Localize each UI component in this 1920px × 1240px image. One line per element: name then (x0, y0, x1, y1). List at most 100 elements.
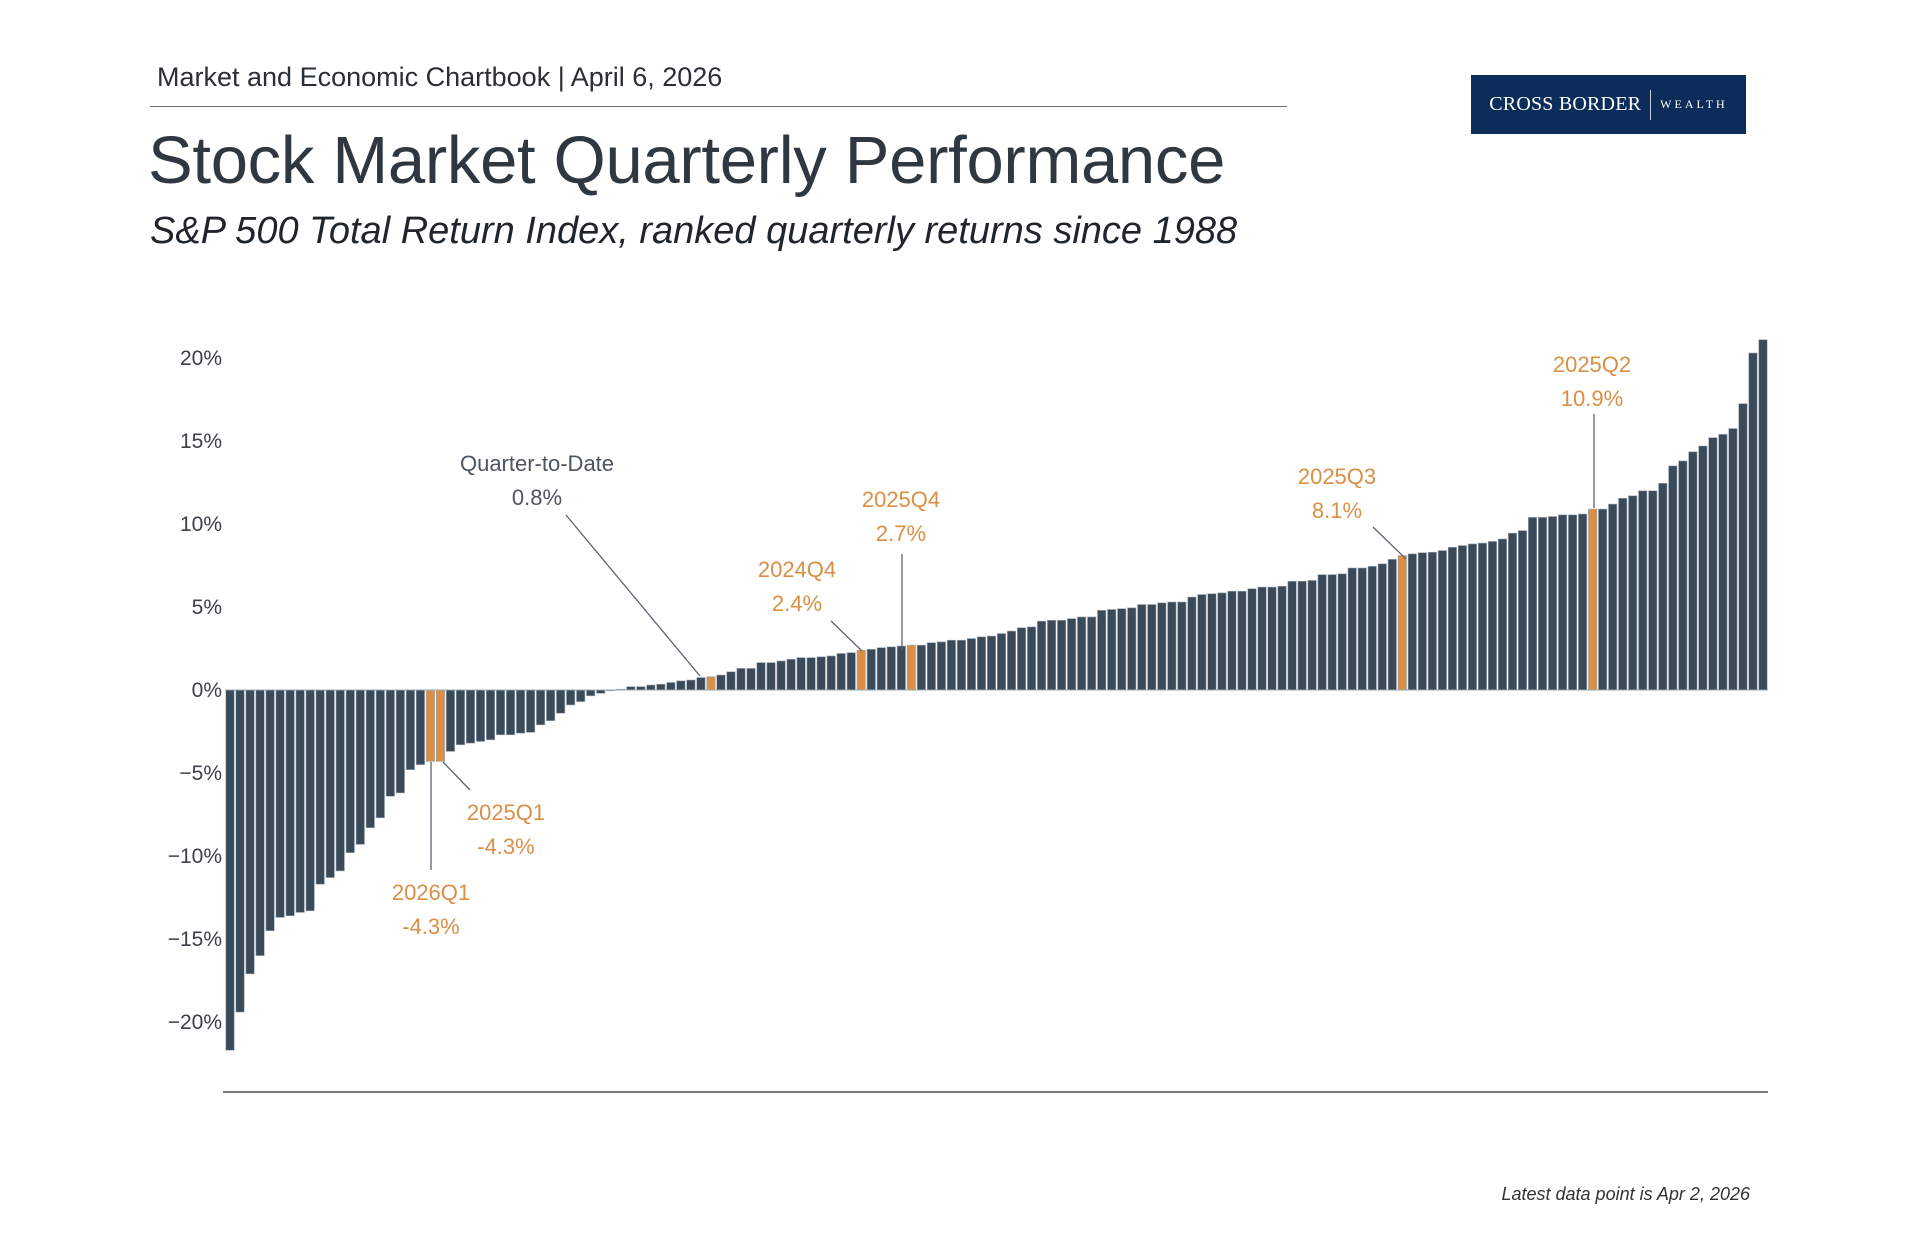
bar (696, 677, 706, 691)
bar (776, 660, 786, 691)
bar (1287, 580, 1297, 691)
bar (1477, 542, 1487, 691)
bar (496, 689, 506, 736)
annotation-period: 2025Q2 (1553, 352, 1631, 377)
logo-suffix: WEALTH (1660, 97, 1728, 111)
bar (576, 689, 586, 702)
bar (846, 652, 856, 691)
bar (465, 689, 475, 744)
bar (1548, 516, 1558, 691)
bar (566, 689, 576, 706)
highlighted-bar (1588, 508, 1598, 691)
bar (1568, 514, 1578, 691)
bar (1417, 552, 1427, 691)
bar (1127, 607, 1137, 691)
bar (726, 671, 736, 691)
bar (1728, 428, 1738, 691)
bar (1247, 588, 1257, 691)
bar (1678, 460, 1688, 691)
bar (325, 689, 335, 878)
bar (1237, 590, 1247, 691)
y-tick-label: −15% (168, 928, 222, 951)
bar (876, 647, 886, 691)
bar (385, 689, 395, 797)
bar (245, 689, 255, 975)
bar (1367, 566, 1377, 691)
annotation-2024q4: 2024Q4 2.4% (758, 557, 863, 652)
bar (1407, 553, 1417, 691)
bar (1698, 445, 1708, 691)
bar (1638, 490, 1648, 691)
bar (1187, 596, 1197, 691)
bar (375, 689, 385, 819)
bar (1598, 508, 1608, 691)
y-tick-label: 20% (180, 347, 222, 370)
bar (1347, 567, 1357, 691)
bar (1157, 602, 1167, 691)
bar (676, 680, 686, 691)
bar (1027, 626, 1037, 691)
bar (1457, 545, 1467, 691)
logo-divider (1650, 89, 1652, 120)
y-tick-label: 15% (180, 430, 222, 453)
bars-group (225, 339, 1768, 1051)
annotation-value: 2.4% (772, 591, 822, 616)
bar (415, 689, 425, 765)
bar (1117, 608, 1127, 691)
annotation-period: 2025Q4 (862, 487, 940, 512)
bar (1037, 620, 1047, 691)
bar (956, 639, 966, 691)
bar (285, 689, 295, 917)
bar (936, 641, 946, 691)
y-tick-label: −5% (179, 762, 222, 785)
annotation-period: 2025Q1 (467, 800, 545, 825)
bar (766, 662, 776, 691)
bar (1618, 497, 1628, 691)
bar (656, 683, 666, 691)
bar (506, 689, 516, 736)
bar (445, 689, 455, 752)
bar (1267, 586, 1277, 691)
bar (1057, 619, 1067, 691)
bar (666, 682, 676, 691)
bar (1427, 551, 1437, 691)
bar (235, 689, 245, 1013)
annotation-2025q1: 2025Q1 -4.3% (442, 761, 545, 859)
bar (976, 636, 986, 691)
bar (225, 689, 235, 1051)
bar (1087, 616, 1097, 691)
bar (546, 689, 556, 722)
bar (1377, 563, 1387, 691)
bar (1628, 495, 1638, 691)
bar (1047, 619, 1057, 691)
annotation-2026q1: 2026Q1 -4.3% (392, 762, 470, 939)
bar (1177, 601, 1187, 691)
bar (716, 674, 726, 691)
bar (1167, 601, 1177, 691)
bar (365, 689, 375, 829)
highlighted-bar (425, 689, 435, 762)
annotation-value: 10.9% (1561, 386, 1623, 411)
bar (1518, 530, 1528, 691)
bar (455, 689, 465, 746)
bar (1467, 543, 1477, 691)
highlighted-bar (856, 649, 866, 691)
bar (345, 689, 355, 853)
annotation-value: 8.1% (1312, 498, 1362, 523)
bar (1297, 580, 1307, 691)
bar (295, 689, 305, 913)
bar (405, 689, 415, 770)
annotation-value: 2.7% (876, 521, 926, 546)
bar (896, 645, 906, 691)
bar (1147, 604, 1157, 691)
bar (1668, 465, 1678, 691)
annotation-period: Quarter-to-Date (460, 451, 614, 476)
bar (1447, 546, 1457, 691)
annotation-2025q4: 2025Q4 2.7% (862, 487, 940, 650)
annotation-period: 2026Q1 (392, 880, 470, 905)
bar (265, 689, 275, 931)
chartbook-header: Market and Economic Chartbook | April 6,… (157, 62, 723, 92)
bar (556, 689, 566, 714)
bar (996, 633, 1007, 691)
